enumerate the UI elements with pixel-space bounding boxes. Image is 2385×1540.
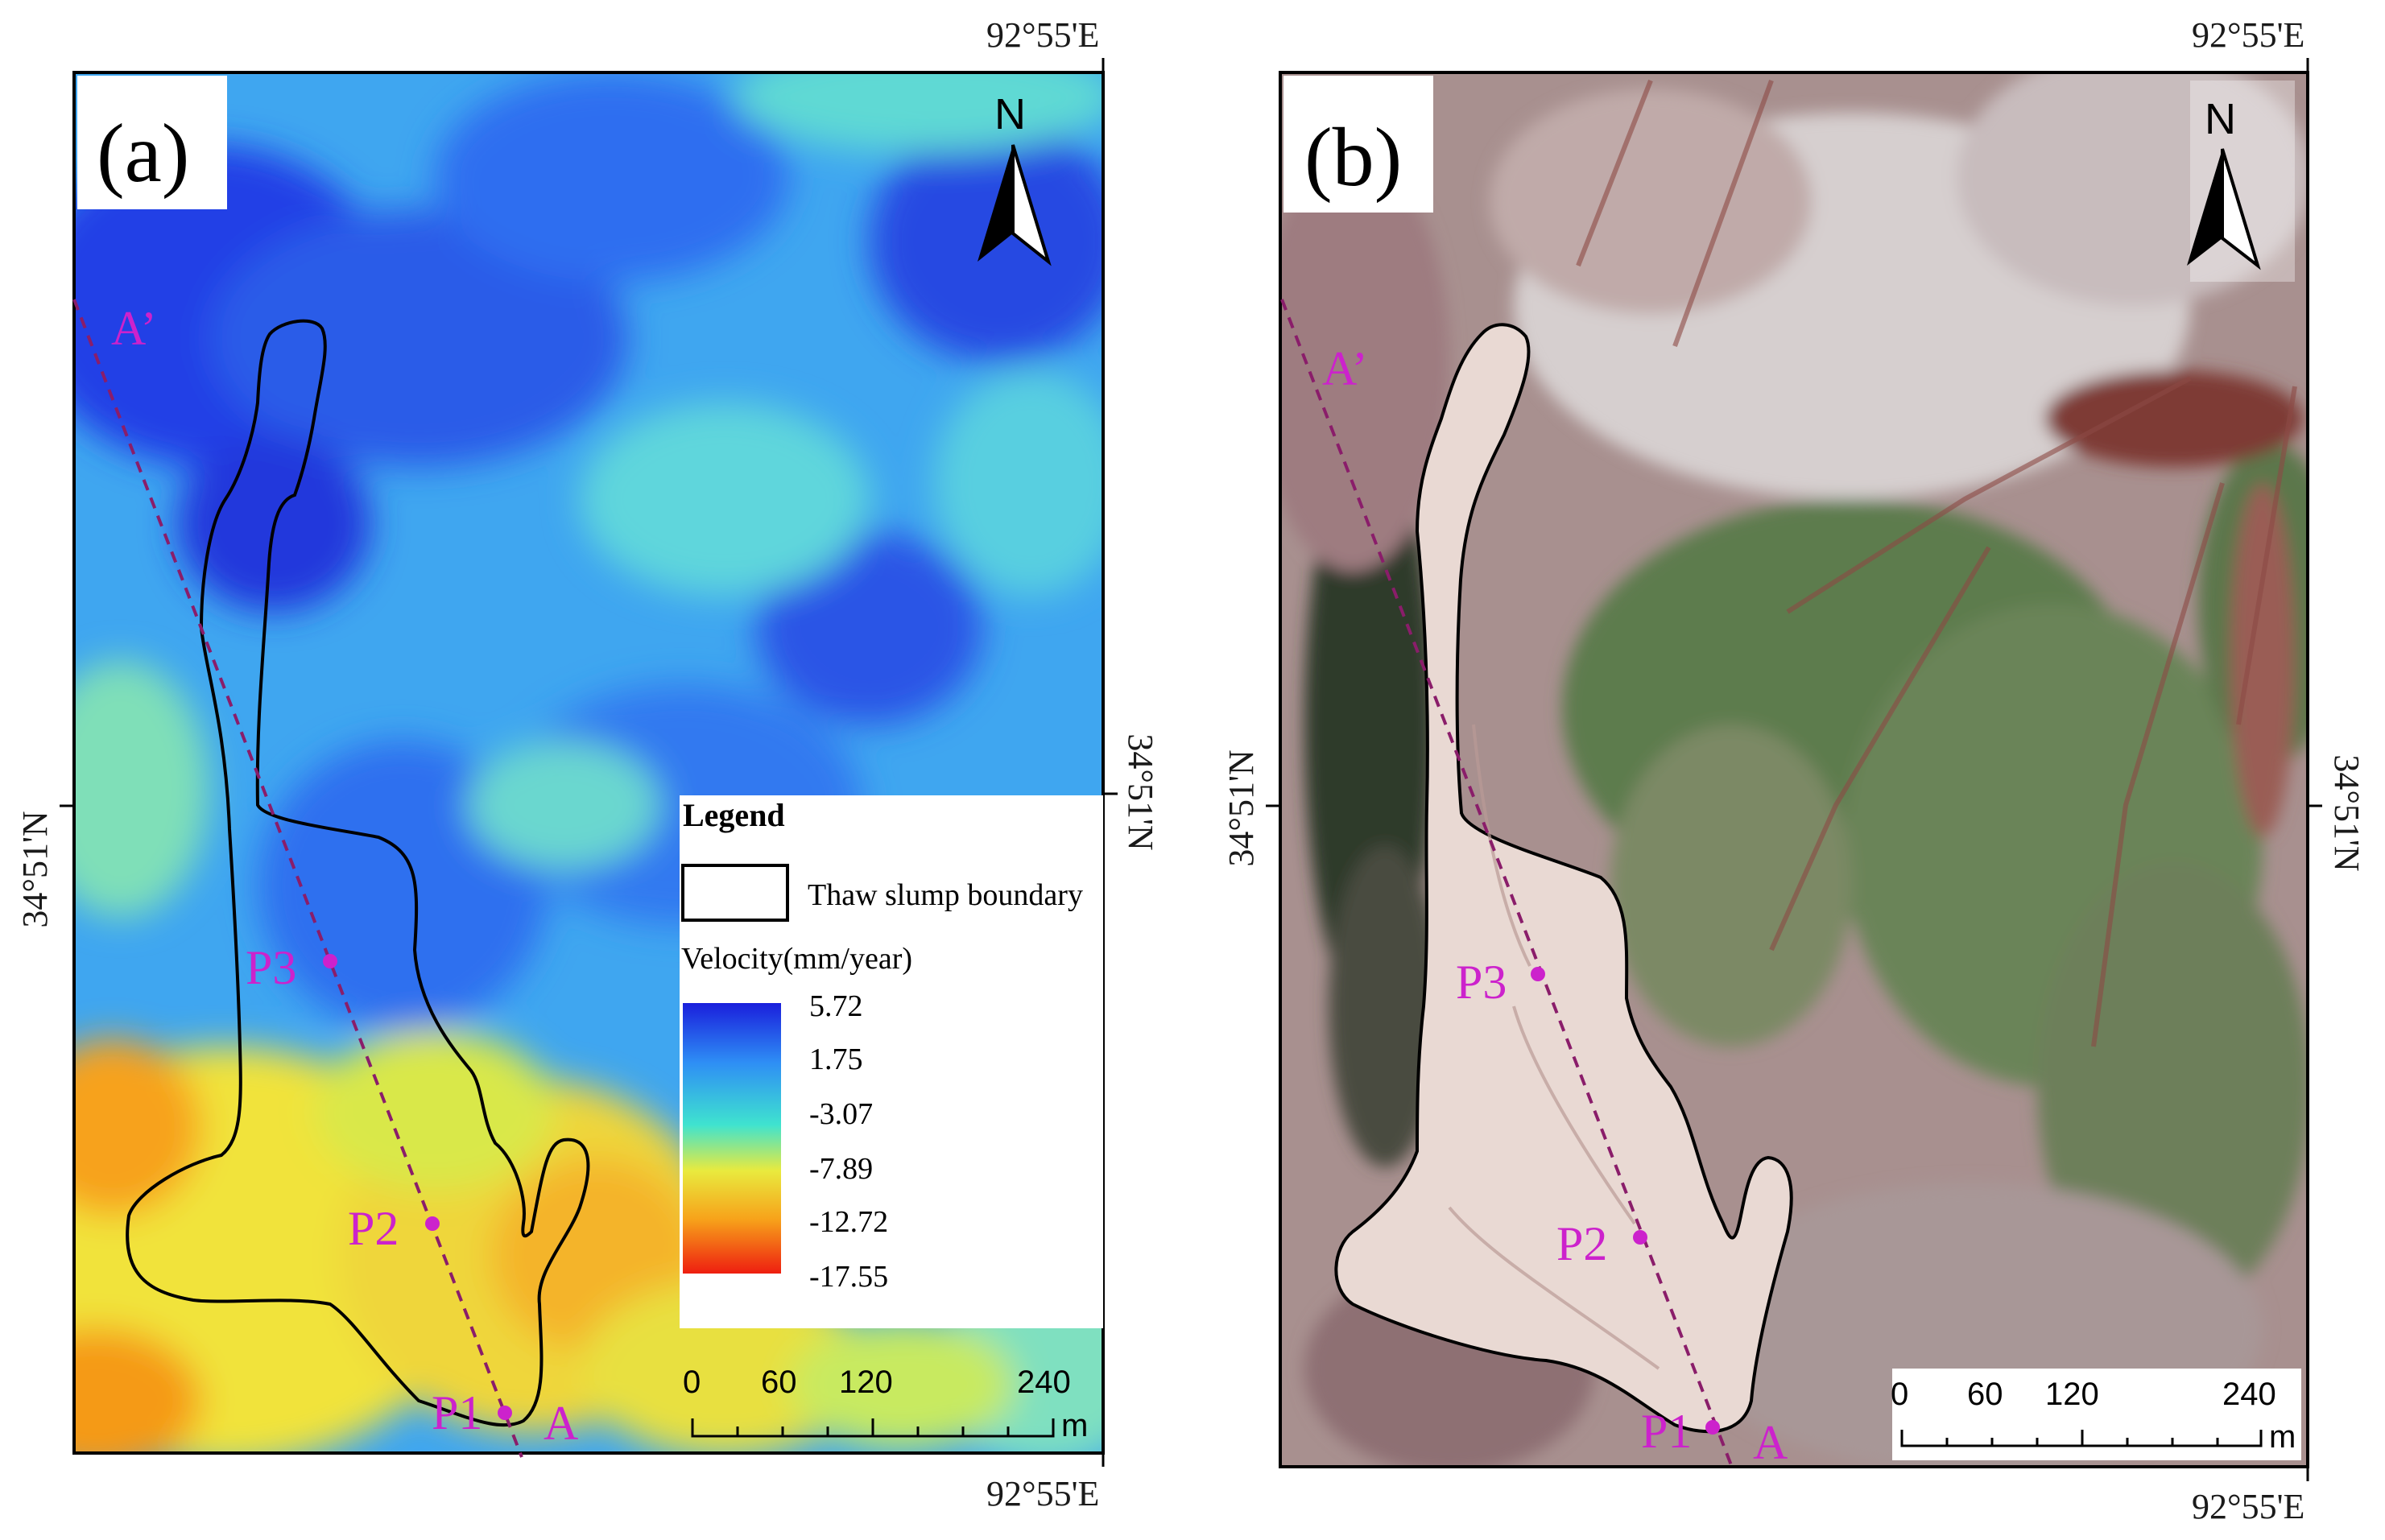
profile-line-a-a-prime bbox=[72, 299, 523, 1458]
point-p3-marker bbox=[323, 954, 337, 968]
point-p3-label-b: P3 bbox=[1456, 956, 1507, 1009]
coord-left: 34°51'N bbox=[15, 811, 55, 927]
coord-right-b: 34°51'N bbox=[2327, 754, 2366, 871]
north-label-b: N bbox=[2205, 95, 2236, 143]
slump-body-fill bbox=[1334, 323, 1793, 1434]
coord-bottom-right: 92°55'E bbox=[986, 1474, 1099, 1513]
north-arrow-icon: N bbox=[2187, 81, 2295, 282]
legend: Legend Thaw slump boundary Velocity(mm/y… bbox=[680, 795, 1103, 1328]
profile-end-label: A’ bbox=[111, 302, 157, 355]
north-arrow-icon: N bbox=[978, 90, 1052, 266]
point-p1-label: P1 bbox=[432, 1386, 482, 1439]
point-p2-marker bbox=[425, 1216, 440, 1231]
thaw-slump-boundary bbox=[126, 319, 590, 1427]
scale-tick-1-b: 60 bbox=[1967, 1377, 2003, 1412]
coord-top-right-b: 92°55'E bbox=[2192, 15, 2304, 55]
scale-tick-2-b: 120 bbox=[2045, 1377, 2099, 1412]
point-p2-label-b: P2 bbox=[1556, 1217, 1607, 1270]
legend-tick-4: -12.72 bbox=[809, 1205, 888, 1239]
point-p1-marker bbox=[1705, 1420, 1720, 1435]
panel-a-frame bbox=[72, 71, 1105, 1455]
north-label: N bbox=[994, 90, 1026, 138]
scale-bar: 0 60 120 240 m bbox=[683, 1365, 1088, 1443]
legend-boundary-label: Thaw slump boundary bbox=[808, 878, 1083, 912]
legend-title: Legend bbox=[683, 797, 785, 833]
legend-tick-3: -7.89 bbox=[809, 1152, 873, 1186]
legend-tick-5: -17.55 bbox=[809, 1260, 888, 1294]
point-p1-marker bbox=[498, 1406, 512, 1420]
legend-tick-0: 5.72 bbox=[809, 989, 863, 1023]
legend-tick-2: -3.07 bbox=[809, 1097, 873, 1131]
scale-tick-2: 120 bbox=[839, 1365, 893, 1400]
velocity-raster bbox=[74, 72, 1103, 1453]
legend-boundary-swatch bbox=[681, 864, 789, 922]
point-p2-marker bbox=[1633, 1230, 1647, 1245]
panel-b-satellite-image: (b) N A’ A P3 P2 P1 0 60 120 240 m bbox=[1221, 15, 2366, 1526]
coord-left-b: 34°51'N bbox=[1221, 749, 1261, 866]
scale-tick-3-b: 240 bbox=[2222, 1377, 2276, 1412]
scale-tick-0: 0 bbox=[683, 1365, 701, 1400]
coord-top-right: 92°55'E bbox=[986, 15, 1099, 55]
coord-bottom-right-b: 92°55'E bbox=[2192, 1487, 2304, 1526]
panel-a-label: (a) bbox=[97, 107, 189, 200]
profile-line-a-a-prime bbox=[1280, 299, 1733, 1466]
scale-tick-3: 240 bbox=[1017, 1365, 1071, 1400]
scale-tick-1: 60 bbox=[761, 1365, 797, 1400]
legend-velocity-label: Velocity(mm/year) bbox=[681, 942, 912, 976]
scale-tick-0-b: 0 bbox=[1891, 1377, 1908, 1412]
point-p3-marker bbox=[1531, 967, 1545, 981]
coord-right: 34°51'N bbox=[1121, 733, 1160, 850]
legend-tick-1: 1.75 bbox=[809, 1042, 863, 1076]
panel-a-velocity-map: (a) N A’ A P3 P2 P1 Legend Thaw slump bo… bbox=[15, 15, 1160, 1513]
point-p1-label-b: P1 bbox=[1641, 1405, 1692, 1458]
scale-unit: m bbox=[1061, 1408, 1088, 1443]
velocity-colorbar bbox=[683, 1003, 781, 1274]
point-p2-label: P2 bbox=[348, 1202, 399, 1255]
panel-b-frame bbox=[1279, 71, 2309, 1468]
profile-end-label-b: A’ bbox=[1322, 342, 1368, 395]
panel-b-label: (b) bbox=[1304, 111, 1402, 204]
profile-start-label-b: A bbox=[1753, 1416, 1788, 1469]
point-p3-label: P3 bbox=[246, 941, 296, 994]
scale-bar: 0 60 120 240 m bbox=[1891, 1369, 2301, 1460]
scale-unit-b: m bbox=[2269, 1419, 2296, 1455]
profile-start-label: A bbox=[544, 1397, 578, 1450]
